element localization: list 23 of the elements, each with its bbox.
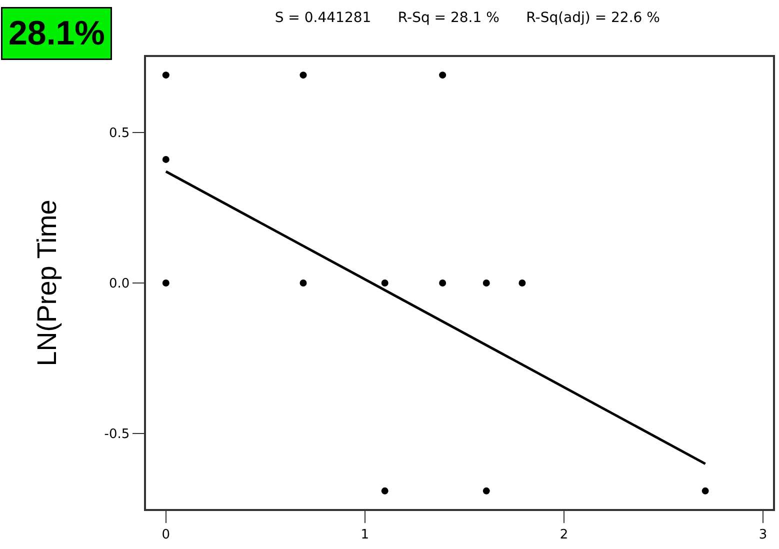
- text: 28.1%: [8, 14, 105, 52]
- x-tick-label: 1: [360, 527, 370, 542]
- point: [162, 72, 170, 79]
- point: [300, 72, 307, 79]
- point: [381, 487, 388, 494]
- point: [518, 280, 526, 286]
- point: [439, 280, 446, 286]
- y-axis-title: LN(Prep Time: [32, 200, 62, 366]
- y-tick-label: 0.5: [108, 126, 130, 141]
- point: [162, 156, 170, 163]
- x-tick-label: 0: [162, 527, 170, 542]
- point: [482, 487, 490, 494]
- y-tick-label: -0.5: [104, 427, 130, 442]
- point: [482, 280, 490, 286]
- x-tick-label: 2: [560, 527, 568, 542]
- point: [381, 280, 388, 286]
- chart-title: S = 0.441281 R-Sq = 28.1 % R-Sq(adj) = 22.6 %: [274, 10, 660, 26]
- point: [702, 487, 709, 494]
- x-tick-label: 3: [758, 527, 768, 542]
- point: [162, 280, 170, 286]
- point: [300, 280, 307, 286]
- point: [439, 72, 446, 79]
- y-tick-label: 0.0: [108, 276, 130, 292]
